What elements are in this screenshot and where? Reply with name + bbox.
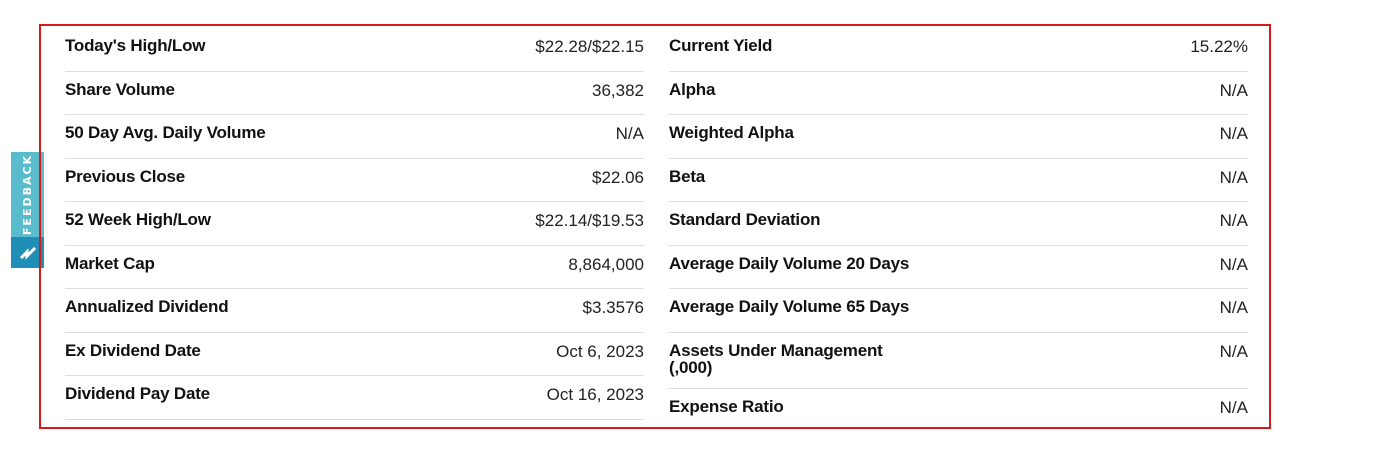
stat-label: Average Daily Volume 65 Days [669, 297, 910, 316]
stat-label: Today's High/Low [65, 36, 206, 55]
stat-label: Share Volume [65, 79, 175, 99]
stat-label: Dividend Pay Date [65, 384, 210, 403]
stat-row: 52 Week High/Low $22.14/$19.53 [65, 202, 644, 246]
stat-label: Ex Dividend Date [65, 340, 201, 360]
stat-value: N/A [1219, 341, 1248, 361]
stat-label: Expense Ratio [669, 396, 784, 416]
stat-row: Average Daily Volume 65 Days N/A [669, 289, 1248, 333]
stat-label: Alpha [669, 79, 716, 99]
stat-value: N/A [1219, 211, 1248, 230]
zigzag-logo-icon[interactable] [11, 237, 44, 268]
stat-label: 52 Week High/Low [65, 210, 211, 229]
stat-value: 8,864,000 [568, 254, 644, 274]
stat-label: Beta [669, 166, 706, 186]
feedback-label-area[interactable]: FEEDBACK [11, 152, 44, 237]
stat-label: Annualized Dividend [65, 297, 229, 316]
stat-label: 50 Day Avg. Daily Volume [65, 123, 266, 142]
stat-row: Previous Close $22.06 [65, 159, 644, 202]
key-stats-panel: Today's High/Low $22.28/$22.15 Share Vol… [39, 24, 1271, 429]
left-stats-column: Today's High/Low $22.28/$22.15 Share Vol… [65, 28, 644, 420]
stat-row: Annualized Dividend $3.3576 [65, 289, 644, 333]
stat-row: Current Yield 15.22% [669, 28, 1248, 72]
stat-value: $22.06 [592, 167, 644, 187]
stat-row: Share Volume 36,382 [65, 72, 644, 115]
stat-label: Assets Under Management (,000) [669, 340, 883, 378]
stat-value: Oct 6, 2023 [556, 341, 644, 361]
feedback-tab[interactable]: FEEDBACK [11, 152, 44, 268]
stat-label: Standard Deviation [669, 210, 821, 229]
stat-value: N/A [1219, 397, 1248, 417]
stat-label: Average Daily Volume 20 Days [669, 253, 910, 273]
stat-value: 15.22% [1190, 37, 1248, 56]
stat-row: Today's High/Low $22.28/$22.15 [65, 28, 644, 72]
stat-row: Alpha N/A [669, 72, 1248, 115]
stat-row: Market Cap 8,864,000 [65, 246, 644, 289]
stat-label: Previous Close [65, 166, 186, 186]
stat-row: Expense Ratio N/A [669, 389, 1248, 433]
stat-value: N/A [1219, 124, 1248, 143]
stat-row: Beta N/A [669, 159, 1248, 202]
stat-row: Weighted Alpha N/A [669, 115, 1248, 159]
stat-value: $22.14/$19.53 [535, 211, 644, 230]
stat-value: N/A [1219, 298, 1248, 317]
right-stats-column: Current Yield 15.22% Alpha N/A Weighted … [669, 28, 1248, 432]
stat-label: Weighted Alpha [669, 123, 794, 142]
stat-value: N/A [1219, 254, 1248, 274]
stat-row: Average Daily Volume 20 Days N/A [669, 246, 1248, 289]
feedback-label: FEEDBACK [21, 153, 35, 236]
stat-value: 36,382 [592, 80, 644, 100]
stat-value: N/A [1219, 80, 1248, 100]
stat-label: Current Yield [669, 36, 773, 55]
stat-value: N/A [1219, 167, 1248, 187]
stat-row: Dividend Pay Date Oct 16, 2023 [65, 376, 644, 420]
stat-value: $22.28/$22.15 [535, 37, 644, 56]
stat-row: Assets Under Management (,000) N/A [669, 333, 1248, 389]
stat-row: 50 Day Avg. Daily Volume N/A [65, 115, 644, 159]
stat-row: Ex Dividend Date Oct 6, 2023 [65, 333, 644, 376]
stat-value: $3.3576 [582, 298, 644, 317]
stat-label: Market Cap [65, 253, 155, 273]
stat-row: Standard Deviation N/A [669, 202, 1248, 246]
stat-value: Oct 16, 2023 [546, 385, 644, 404]
stat-value: N/A [615, 124, 644, 143]
